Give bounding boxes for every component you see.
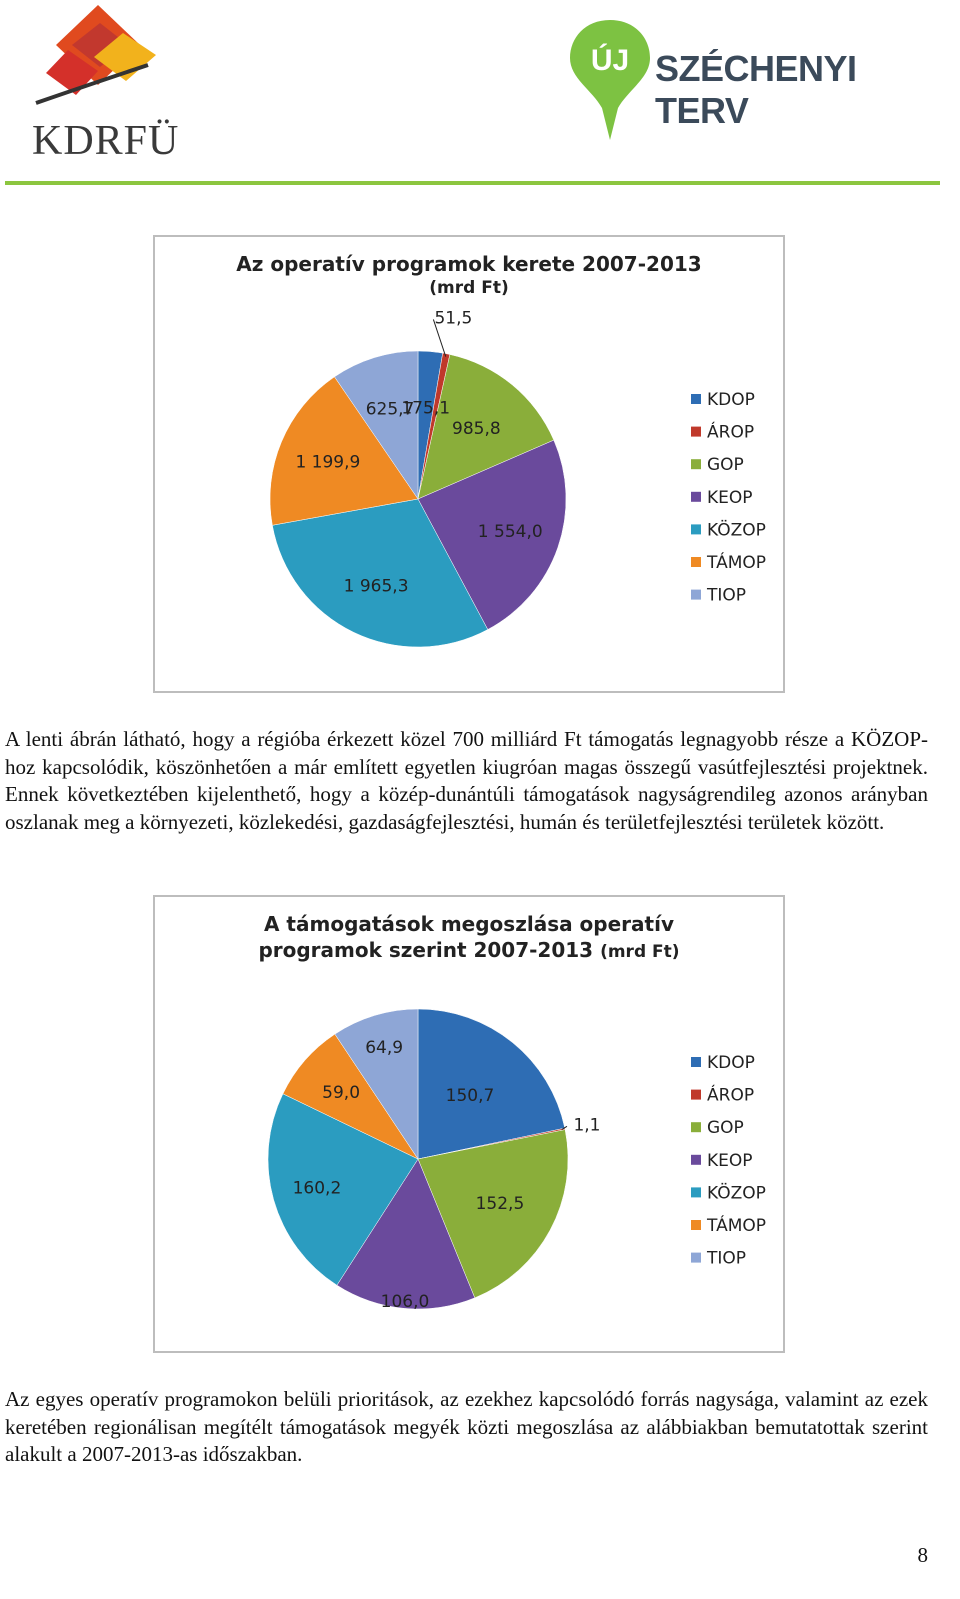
legend-swatch-keop	[691, 1154, 701, 1165]
pie-slice-gop	[417, 1129, 569, 1299]
chart-subtitle: programok szerint 2007-2013 (mrd Ft)	[155, 938, 783, 962]
legend-label-tamop: TÁMOP	[706, 551, 766, 573]
legend-label-tiop: TIOP	[706, 586, 746, 606]
data-label-arop: 1,1	[573, 1115, 600, 1135]
chart-title: Az operatív programok kerete 2007-2013	[236, 252, 702, 276]
legend-label-gop: GOP	[707, 1118, 744, 1138]
pie-slices	[269, 350, 567, 648]
szechenyi-terv-text: SZÉCHENYI TERV	[655, 48, 857, 131]
legend-swatch-kozop	[691, 524, 701, 535]
data-label-gop: 985,8	[452, 419, 501, 439]
map-pin-icon: ÚJ	[570, 20, 650, 140]
data-label-arop: 51,5	[434, 308, 472, 328]
chart-legend: KDOP ÁROP GOP KEOP KÖZOP TÁMOP TIOP	[691, 1053, 766, 1269]
data-label-kozop: 1 965,3	[344, 577, 409, 597]
legend-swatch-gop	[691, 459, 701, 470]
pie-slices	[267, 1008, 569, 1310]
legend-swatch-tamop	[691, 1220, 701, 1230]
legend-label-kozop: KÖZOP	[707, 518, 766, 540]
data-label-tamop: 59,0	[322, 1083, 360, 1103]
page-header: KDRFÜ ÚJ SZÉCHENYI TERV	[0, 0, 960, 195]
pie-chart-operativ-programok-kerete: Az operatív programok kerete 2007-2013 (…	[153, 235, 785, 693]
logo-badge-text: ÚJ	[591, 43, 629, 77]
legend-label-kozop: KÖZOP	[707, 1181, 766, 1203]
legend-swatch-kdop	[691, 394, 701, 404]
data-label-gop: 152,5	[476, 1194, 525, 1214]
chart-subtitle-text: programok szerint 2007-2013	[258, 938, 594, 962]
paragraph-1: A lenti ábrán látható, hogy a régióba ér…	[5, 727, 928, 834]
data-label-keop: 106,0	[381, 1292, 430, 1312]
legend-label-kdop: KDOP	[707, 390, 755, 410]
leader-line-arop	[561, 1125, 568, 1130]
pie-chart-1-svg: 175,1 51,5 985,8 1 554,0 1 965,3 1 199,9 625,7…	[269, 308, 766, 648]
legend-swatch-arop	[691, 1089, 701, 1100]
legend-swatch-arop	[691, 426, 701, 437]
chart-title: A támogatások megoszlása operatív	[263, 912, 674, 936]
pie-slice-kozop	[272, 498, 489, 648]
data-label-tiop: 625,7	[366, 400, 415, 420]
pie-slice-keop	[336, 1158, 476, 1310]
chart-unit: (mrd Ft)	[600, 942, 680, 962]
legend-label-kdop: KDOP	[707, 1053, 755, 1073]
chart-subtitle: (mrd Ft)	[429, 278, 509, 298]
data-label-kdop: 150,7	[446, 1086, 495, 1106]
pie-chart-tamogatasok-megoszlasa: A támogatások megoszlása operatív progra…	[153, 895, 785, 1353]
kdrfu-emblem-icon	[35, 5, 156, 105]
pie-chart-2-svg: 150,7 1,1 152,5 106,0 160,2 59,0 64,9 KDOP ÁROP G…	[267, 1008, 766, 1312]
legend-swatch-tiop	[691, 589, 701, 600]
legend-label-keop: KEOP	[707, 488, 753, 508]
pie-slice-gop	[417, 354, 555, 500]
pie-slice-keop	[417, 439, 567, 630]
legend-label-tamop: TÁMOP	[706, 1214, 766, 1236]
legend-label-arop: ÁROP	[707, 421, 754, 443]
legend-label-gop: GOP	[707, 455, 744, 475]
legend-swatch-tiop	[691, 1252, 701, 1263]
kdrfu-logo: KDRFÜ	[18, 5, 188, 165]
legend-swatch-gop	[691, 1122, 701, 1133]
legend-swatch-kozop	[691, 1187, 701, 1198]
legend-swatch-keop	[691, 491, 701, 502]
header-divider	[5, 181, 940, 185]
pie-slice-kozop	[267, 1093, 419, 1286]
szechenyi-terv-logo: ÚJ SZÉCHENYI TERV	[570, 20, 950, 150]
data-label-tiop: 64,9	[365, 1038, 403, 1058]
data-label-kdop: 175,1	[401, 399, 450, 419]
data-label-tamop: 1 199,9	[295, 452, 360, 472]
legend-swatch-tamop	[691, 557, 701, 567]
pie-slice-kdop	[417, 1008, 566, 1160]
page-number: 8	[917, 1543, 929, 1567]
chart-legend: KDOP ÁROP GOP KEOP KÖZOP TÁMOP TIOP	[691, 390, 766, 606]
pie-slice-tiop	[334, 1008, 419, 1160]
legend-label-arop: ÁROP	[707, 1084, 754, 1106]
legend-label-tiop: TIOP	[706, 1249, 746, 1269]
legend-label-keop: KEOP	[707, 1151, 753, 1171]
kdrfu-logo-text: KDRFÜ	[32, 118, 180, 164]
legend-swatch-kdop	[691, 1057, 701, 1067]
paragraph-2: Az egyes operatív programokon belüli pri…	[5, 1387, 928, 1466]
pie-slice-tiop	[334, 350, 419, 500]
data-label-keop: 1 554,0	[478, 522, 543, 542]
pie-slice-tamop	[269, 376, 419, 526]
data-label-kozop: 160,2	[293, 1179, 342, 1199]
leader-line-arop	[432, 319, 447, 357]
